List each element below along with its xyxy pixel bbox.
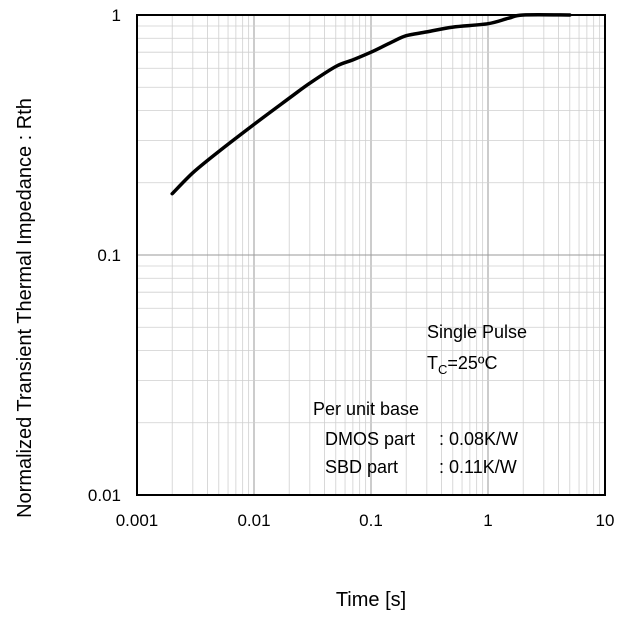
plot-frame xyxy=(136,14,606,496)
series-line xyxy=(170,13,572,196)
y-tick-label: 1 xyxy=(112,6,121,25)
sbd-part-label: SBD part xyxy=(325,457,398,477)
per-unit-base-label: Per unit base xyxy=(313,399,419,419)
x-tick-label: 10 xyxy=(596,511,615,530)
single-pulse-label: Single Pulse xyxy=(427,322,527,342)
sbd-part-value: : 0.11K/W xyxy=(439,457,517,477)
dmos-part-label: DMOS part xyxy=(325,429,415,449)
x-tick-label: 0.01 xyxy=(237,511,270,530)
x-tick-label: 0.1 xyxy=(359,511,383,530)
y-tick-label: 0.01 xyxy=(88,486,121,505)
x-tick-label: 0.001 xyxy=(116,511,159,530)
tc-label: TC=25ºC xyxy=(427,353,498,377)
x-tick-label: 1 xyxy=(483,511,492,530)
y-axis-title: Normalized Transient Thermal Impedance :… xyxy=(14,98,36,518)
dmos-part-value: : 0.08K/W xyxy=(439,429,518,449)
grid xyxy=(137,15,605,495)
tick-labels: 0.001 0.01 0.1 1 10 0.01 0.1 1 xyxy=(88,6,615,530)
y-tick-label: 0.1 xyxy=(97,246,121,265)
tc-prefix: T xyxy=(427,353,438,373)
tc-value: =25ºC xyxy=(447,353,497,373)
x-axis-title: Time [s] xyxy=(336,589,406,611)
tc-subscript: C xyxy=(438,362,447,377)
